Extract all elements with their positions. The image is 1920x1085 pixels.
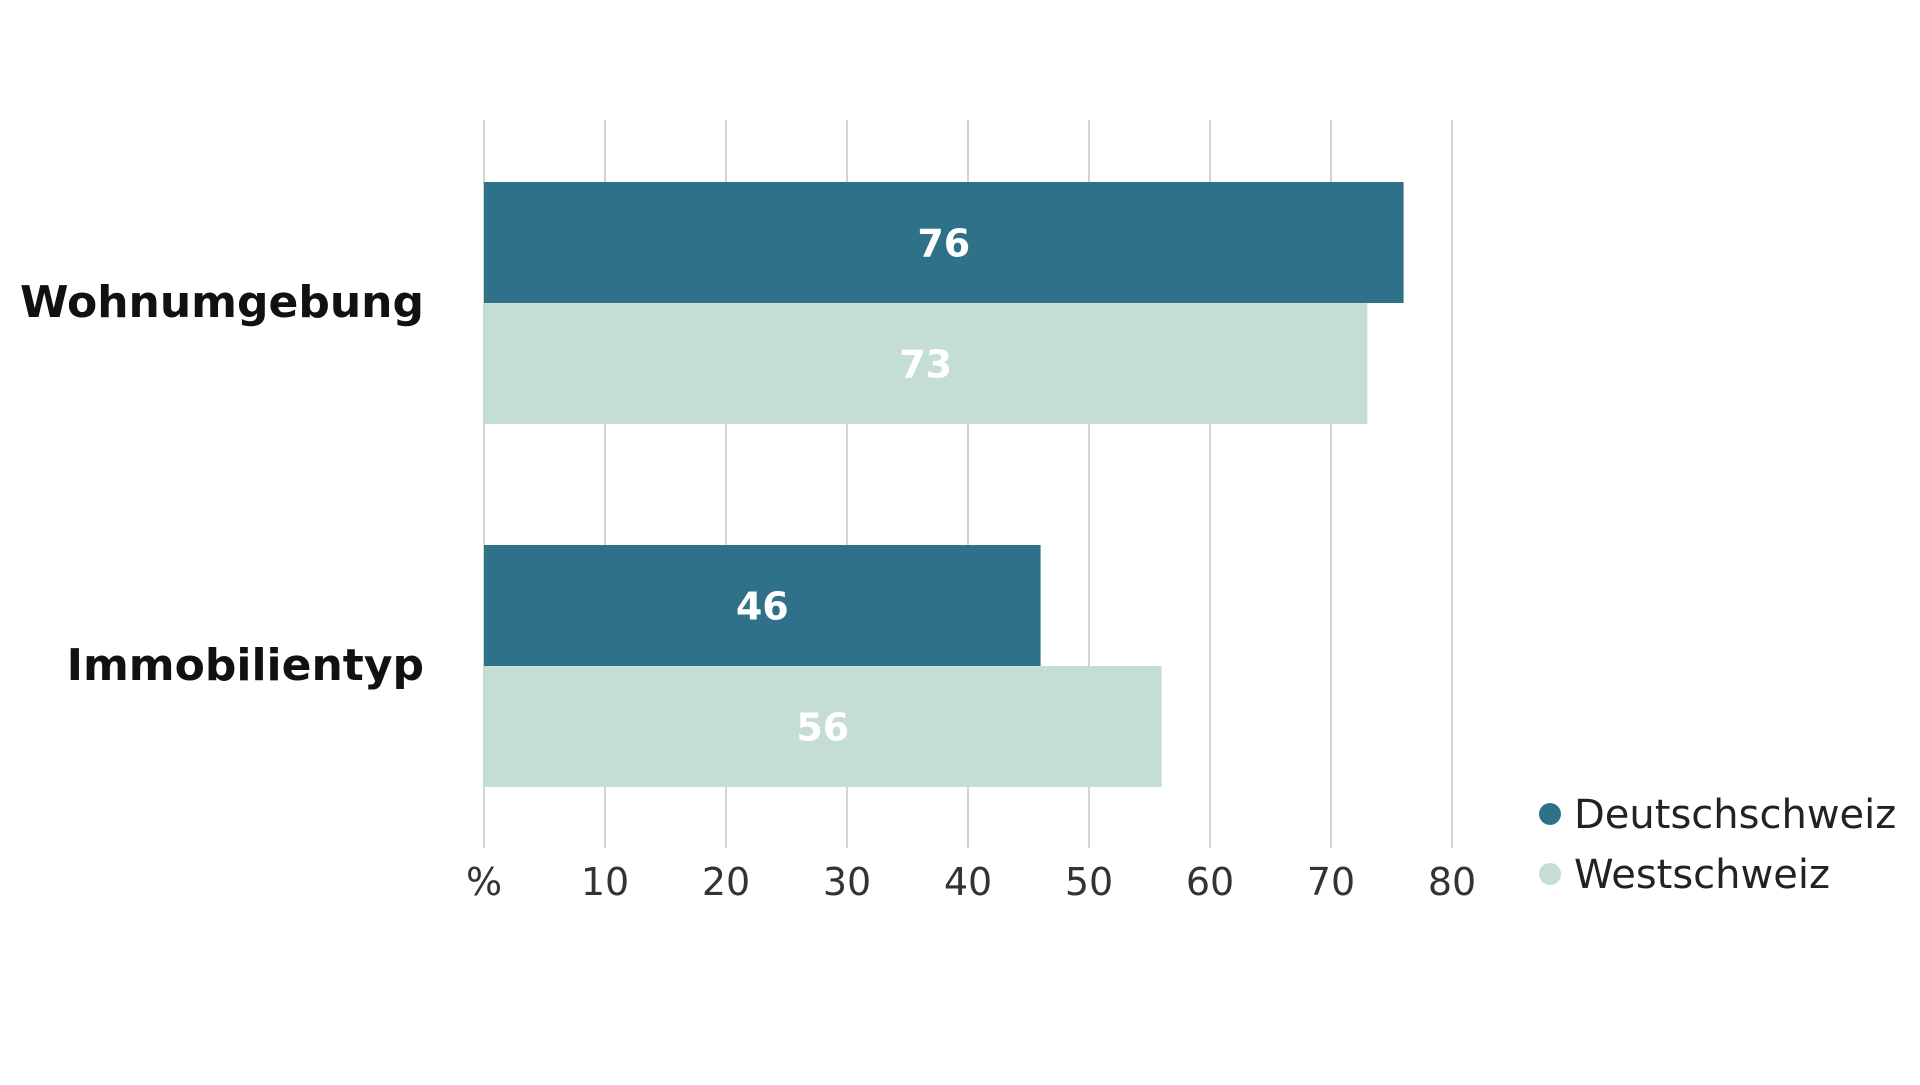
x-tick-label: 20 xyxy=(702,860,750,904)
data-label: 56 xyxy=(796,706,849,750)
x-tick-label: % xyxy=(466,860,502,904)
labels: % 10 20 30 40 50 60 70 80 76 73 Wohnumgebung 46 56 Imm… xyxy=(20,222,1476,905)
data-label: 73 xyxy=(899,343,952,387)
x-tick-label: 10 xyxy=(581,860,629,904)
bar-westschweiz-immobilientyp xyxy=(484,666,1162,787)
x-tick-label: 50 xyxy=(1065,860,1113,904)
x-tick-label: 60 xyxy=(1186,860,1234,904)
legend: Deutschschweiz Westschweiz xyxy=(1539,792,1896,898)
category-label: Wohnumgebung xyxy=(20,277,424,328)
bar-westschweiz-wohnumgebung xyxy=(484,303,1368,424)
legend-label: Deutschschweiz xyxy=(1574,792,1896,838)
data-label: 76 xyxy=(917,222,970,266)
bar-deutschschweiz-wohnumgebung xyxy=(484,182,1404,303)
bar-deutschschweiz-immobilientyp xyxy=(484,545,1041,666)
category-label: Immobilientyp xyxy=(67,640,424,691)
legend-label: Westschweiz xyxy=(1574,852,1830,898)
legend-swatch xyxy=(1539,863,1561,885)
legend-swatch xyxy=(1539,803,1561,825)
x-tick-label: 70 xyxy=(1307,860,1355,904)
x-tick-label: 40 xyxy=(944,860,992,904)
x-tick-label: 30 xyxy=(823,860,871,904)
data-label: 46 xyxy=(736,585,789,629)
bars xyxy=(484,182,1404,787)
x-tick-label: 80 xyxy=(1428,860,1476,904)
